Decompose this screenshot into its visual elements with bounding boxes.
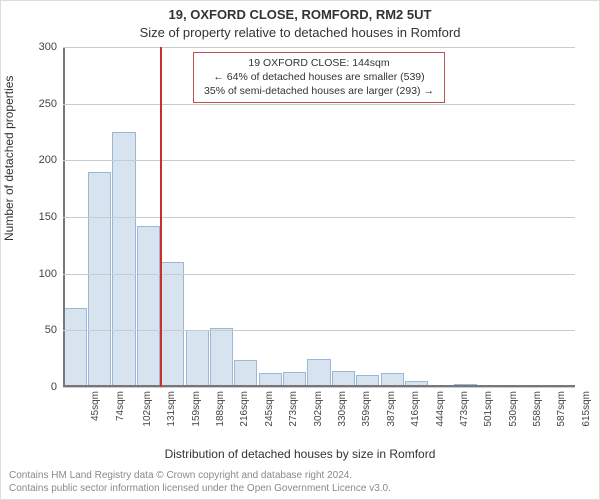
grid-line xyxy=(63,104,575,105)
chart-subtitle: Size of property relative to detached ho… xyxy=(1,25,599,40)
y-tick-label: 200 xyxy=(39,154,57,166)
x-tick-label: 444sqm xyxy=(434,391,445,427)
footer-line1: Contains HM Land Registry data © Crown c… xyxy=(9,469,591,482)
grid-line xyxy=(63,47,575,48)
y-tick-label: 300 xyxy=(39,41,57,53)
y-axis-label: Number of detached properties xyxy=(2,76,16,241)
y-tick-label: 0 xyxy=(51,381,57,393)
x-tick-label: 530sqm xyxy=(507,391,518,427)
x-tick-label: 188sqm xyxy=(215,391,226,427)
x-tick-label: 102sqm xyxy=(142,391,153,427)
grid-line xyxy=(63,160,575,161)
address-title: 19, OXFORD CLOSE, ROMFORD, RM2 5UT xyxy=(1,7,599,22)
x-tick-label: 473sqm xyxy=(459,391,470,427)
grid-line xyxy=(63,217,575,218)
x-tick-label: 416sqm xyxy=(410,391,421,427)
callout-line3: 35% of semi-detached houses are larger (… xyxy=(204,84,434,98)
x-tick-label: 387sqm xyxy=(386,391,397,427)
histogram-bar xyxy=(112,132,135,387)
x-tick-label: 216sqm xyxy=(239,391,250,427)
histogram-bar xyxy=(307,359,330,387)
callout-line2: ← 64% of detached houses are smaller (53… xyxy=(204,70,434,84)
grid-line xyxy=(63,330,575,331)
x-tick-label: 131sqm xyxy=(166,391,177,427)
x-tick-label: 245sqm xyxy=(264,391,275,427)
histogram-bar xyxy=(88,172,111,387)
y-tick-label: 150 xyxy=(39,211,57,223)
x-tick-label: 74sqm xyxy=(115,391,126,421)
y-tick-label: 50 xyxy=(45,324,57,336)
y-tick-label: 100 xyxy=(39,268,57,280)
callout-line1: 19 OXFORD CLOSE: 144sqm xyxy=(204,56,434,70)
chart-container: 19, OXFORD CLOSE, ROMFORD, RM2 5UT Size … xyxy=(0,0,600,500)
grid-line xyxy=(63,274,575,275)
plot-area: 19 OXFORD CLOSE: 144sqm ← 64% of detache… xyxy=(63,47,575,387)
y-tick-label: 250 xyxy=(39,98,57,110)
x-tick-label: 615sqm xyxy=(581,391,592,427)
x-axis-label: Distribution of detached houses by size … xyxy=(1,447,599,461)
x-tick-label: 587sqm xyxy=(556,391,567,427)
histogram-bar xyxy=(234,360,257,387)
histogram-bar xyxy=(186,330,209,387)
x-tick-label: 45sqm xyxy=(90,391,101,421)
x-tick-label: 330sqm xyxy=(337,391,348,427)
footer-line2: Contains public sector information licen… xyxy=(9,482,591,495)
x-tick-label: 159sqm xyxy=(190,391,201,427)
callout-box: 19 OXFORD CLOSE: 144sqm ← 64% of detache… xyxy=(193,52,445,103)
x-tick-label: 558sqm xyxy=(532,391,543,427)
histogram-bar xyxy=(64,308,87,387)
histogram-bar xyxy=(210,328,233,387)
grid-line xyxy=(63,387,575,388)
histogram-bar xyxy=(161,262,184,387)
footer-attribution: Contains HM Land Registry data © Crown c… xyxy=(9,469,591,495)
x-tick-label: 501sqm xyxy=(483,391,494,427)
x-tick-label: 273sqm xyxy=(288,391,299,427)
property-marker-line xyxy=(160,47,162,387)
x-tick-label: 302sqm xyxy=(312,391,323,427)
histogram-bar xyxy=(137,226,160,387)
x-tick-label: 359sqm xyxy=(361,391,372,427)
